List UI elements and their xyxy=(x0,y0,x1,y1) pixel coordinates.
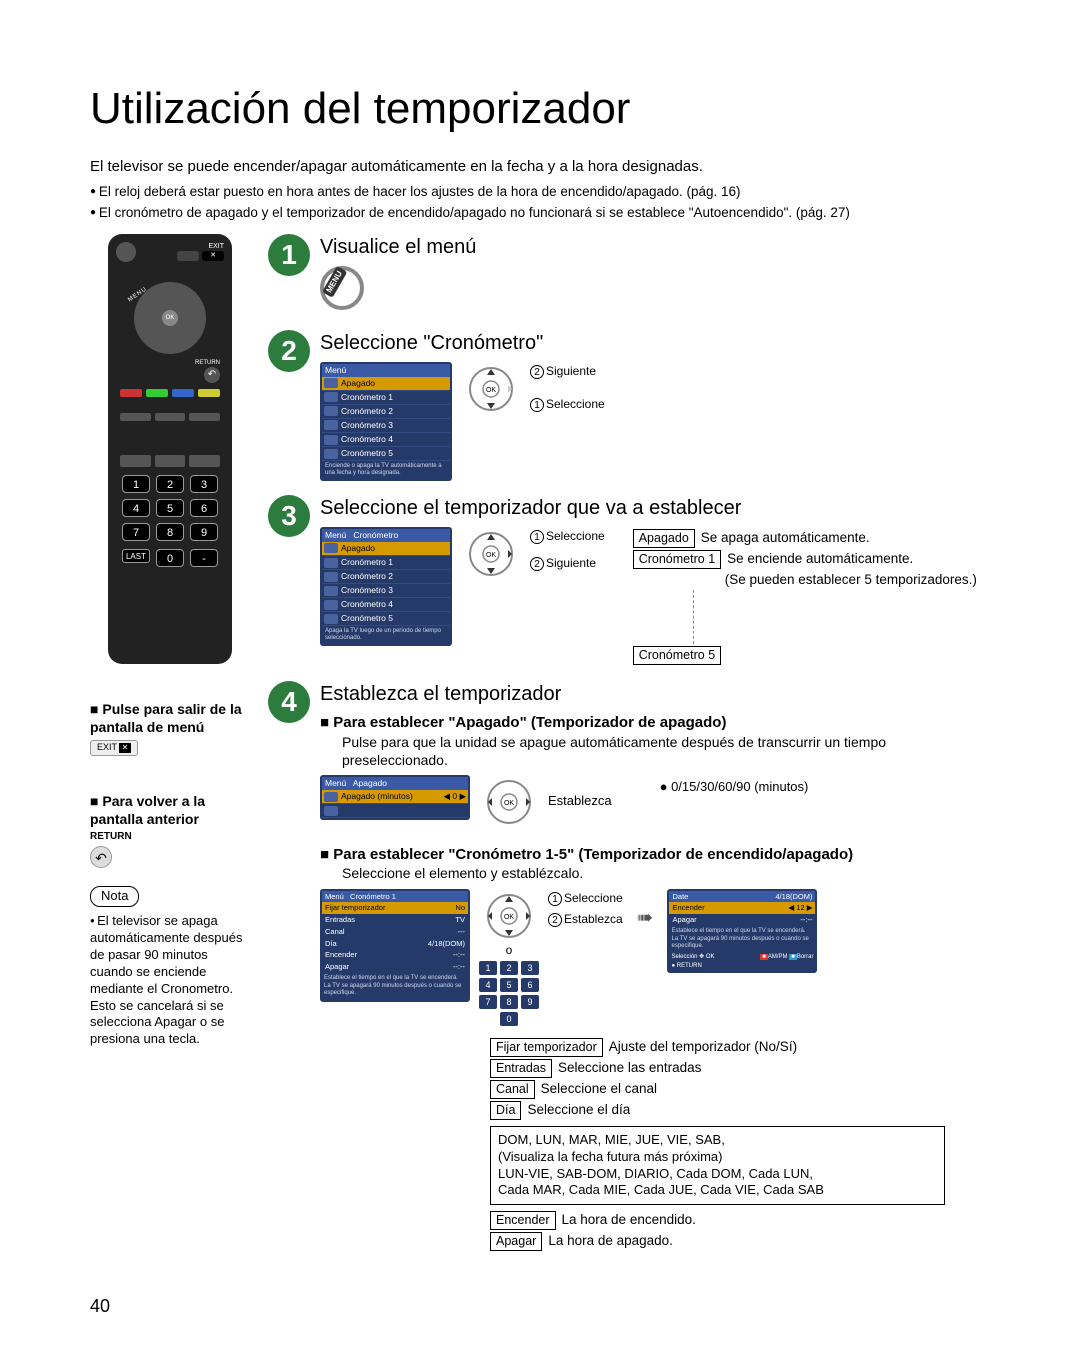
onscreen-menu-result: Date4/18(DOM) Encender◀ 12 ▶ Apagar--:--… xyxy=(667,889,817,973)
page-number: 40 xyxy=(90,1295,990,1318)
dpad-label-down: 1Seleccione xyxy=(530,397,605,413)
step4-sub1: Para establecer "Apagado" (Temporizador … xyxy=(320,713,990,733)
establezca-label: Establezca xyxy=(548,793,612,810)
step2-title: Seleccione "Cronómetro" xyxy=(320,330,990,356)
step4-sub2-desc: Seleccione el elemento y establézcalo. xyxy=(342,864,990,882)
step4-sub2: Para establecer "Cronómetro 1-5" (Tempor… xyxy=(320,845,990,865)
onscreen-menu: Menú Cronómetro Apagado Cronómetro 1 Cro… xyxy=(320,527,452,646)
svg-text:OK: OK xyxy=(504,800,514,807)
dpad-icon: OK xyxy=(468,366,514,412)
nota-body: El televisor se apaga automáticamente de… xyxy=(90,913,250,1048)
intro-bullet: El cronómetro de apagado y el temporizad… xyxy=(90,204,990,222)
step4-sub1-desc: Pulse para que la unidad se apague autom… xyxy=(342,733,990,769)
return-hint-heading: Para volver a la pantalla anterior xyxy=(90,792,250,828)
days-list-box: DOM, LUN, MAR, MIE, JUE, VIE, SAB, (Visu… xyxy=(490,1126,945,1206)
svg-text:OK: OK xyxy=(504,914,514,921)
intro-text: El televisor se puede encender/apagar au… xyxy=(90,157,990,177)
exit-hint-heading: Pulse para salir de la pantalla de menú xyxy=(90,700,250,736)
remote-illustration: EXIT ✕ MENU OK RETURN ↶ 123 456 789 LAST… xyxy=(108,234,232,664)
step1-title: Visualice el menú xyxy=(320,234,990,260)
onscreen-menu: Menú Apagado Apagado (minutos)◀ 0 ▶ xyxy=(320,775,470,820)
onscreen-menu: Menú Apagado Cronómetro 1 Cronómetro 2 C… xyxy=(320,362,452,481)
mini-keypad: 123 456 789 0 xyxy=(479,961,539,1026)
step4-title: Establezca el temporizador xyxy=(320,681,990,707)
arrow-icon: ➠ xyxy=(637,905,654,931)
onscreen-menu: Menú Cronómetro 1 Fijar temporizadorNo E… xyxy=(320,889,470,1003)
dpad-icon: OK xyxy=(468,531,514,577)
intro-bullet: El reloj deberá estar puesto en hora ant… xyxy=(90,183,990,201)
svg-text:OK: OK xyxy=(486,387,496,394)
exit-button-graphic: EXIT✕ xyxy=(90,740,138,756)
return-icon: ↶ xyxy=(90,846,112,868)
remote-keypad: 123 456 789 xyxy=(122,475,218,541)
svg-text:OK: OK xyxy=(486,552,496,559)
dpad-label-right: 2Siguiente xyxy=(530,556,605,572)
page-title: Utilización del temporizador xyxy=(90,80,990,137)
step-number: 4 xyxy=(268,681,310,723)
step-number: 1 xyxy=(268,234,310,276)
dpad-label-up: 1Seleccione xyxy=(530,529,605,545)
step-number: 2 xyxy=(268,330,310,372)
nota-label: Nota xyxy=(90,886,139,907)
step-number: 3 xyxy=(268,495,310,537)
dpad-icon: OK xyxy=(486,893,532,939)
step3-title: Seleccione el temporizador que va a esta… xyxy=(320,495,990,521)
dpad-label-up: 2Siguiente xyxy=(530,364,605,380)
menu-button-graphic: MENU xyxy=(320,266,364,310)
dpad-icon: OK xyxy=(486,779,532,825)
return-label: RETURN xyxy=(90,830,250,843)
